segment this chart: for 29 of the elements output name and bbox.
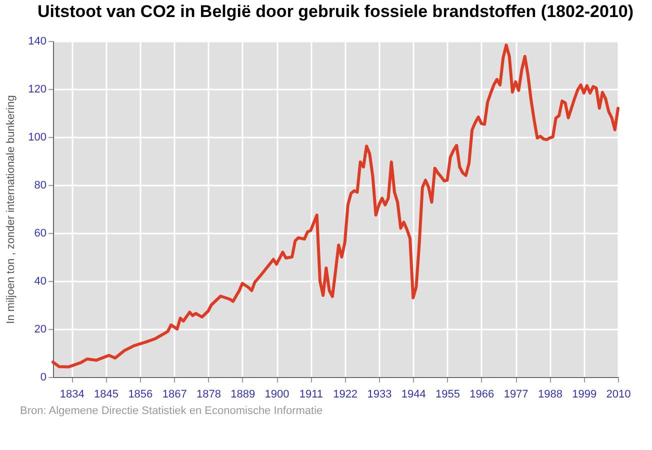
x-tick-label: 1988 [538, 388, 562, 400]
chart-title: Uitstoot van CO2 in België door gebruik fossiele brandstoffen (1802-2010) [37, 2, 634, 21]
x-tick-label: 1955 [436, 388, 460, 400]
x-tick-label: 1911 [299, 388, 323, 400]
x-tick-label: 1900 [264, 388, 290, 400]
x-tick-label: 1867 [162, 388, 187, 400]
y-tick-label: 40 [34, 276, 46, 288]
y-tick-label: 0 [40, 372, 46, 384]
x-tick-label: 1834 [60, 388, 84, 400]
x-tick-label: 1922 [333, 388, 358, 400]
x-tick-label: 1889 [230, 388, 256, 400]
x-tick-label: 1845 [94, 388, 119, 400]
x-tick-label: 1856 [128, 388, 153, 400]
x-tick-label: 1966 [470, 388, 494, 400]
x-tick-label: 1977 [504, 388, 528, 400]
x-tick-label: 1999 [572, 388, 597, 400]
y-axis-title: In miljoen ton , zonder internationale bunkering [5, 95, 18, 324]
y-tick-label: 20 [34, 324, 46, 336]
y-tick-label: 80 [34, 180, 46, 192]
y-tick-label: 60 [34, 228, 46, 240]
x-tick-label: 2010 [606, 388, 631, 400]
y-tick-label: 120 [28, 84, 46, 96]
text: Bron: Algemene Directie Statistiek en Economische Informatie [20, 405, 323, 417]
x-tick-label: 1933 [367, 388, 392, 400]
y-tick-label: 100 [28, 132, 46, 144]
line-series [52, 44, 620, 368]
y-tick-label: 140 [28, 36, 46, 48]
x-tick-label: 1944 [401, 388, 426, 400]
x-tick-label: 1878 [196, 388, 221, 400]
